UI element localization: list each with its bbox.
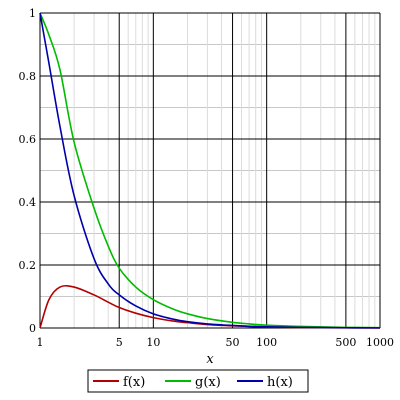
grid: [39, 12, 381, 329]
y-tick-label: 0.8: [19, 70, 37, 83]
x-tick-label: 10: [146, 336, 160, 349]
tick-labels: 1 5 10 50 100 500 1000 0 0.2 0.4 0.6 0.8 1: [19, 7, 395, 349]
x-tick-label: 500: [335, 336, 356, 349]
x-tick-label: 50: [226, 336, 240, 349]
legend: f(x) g(x) h(x): [87, 369, 309, 393]
y-tick-label: 0.4: [19, 196, 37, 209]
series-line-2: [39, 12, 381, 329]
y-tick-label: 1: [29, 7, 36, 20]
legend-box: [87, 369, 309, 393]
y-tick-label: 0.2: [19, 259, 37, 272]
series-line-3: [39, 12, 381, 329]
legend-label-1: f(x): [123, 375, 145, 390]
x-tick-label: 1: [37, 336, 44, 349]
x-tick-label: 5: [116, 336, 123, 349]
y-tick-label: 0.6: [19, 133, 37, 146]
x-axis-title: x: [206, 352, 214, 367]
series-line-1: [39, 284, 381, 329]
series-lines: [39, 12, 381, 329]
y-tick-label: 0: [29, 322, 36, 335]
legend-label-3: h(x): [267, 375, 293, 390]
x-tick-label: 1000: [366, 336, 394, 349]
x-tick-label: 100: [256, 336, 277, 349]
legend-label-2: g(x): [195, 375, 221, 390]
